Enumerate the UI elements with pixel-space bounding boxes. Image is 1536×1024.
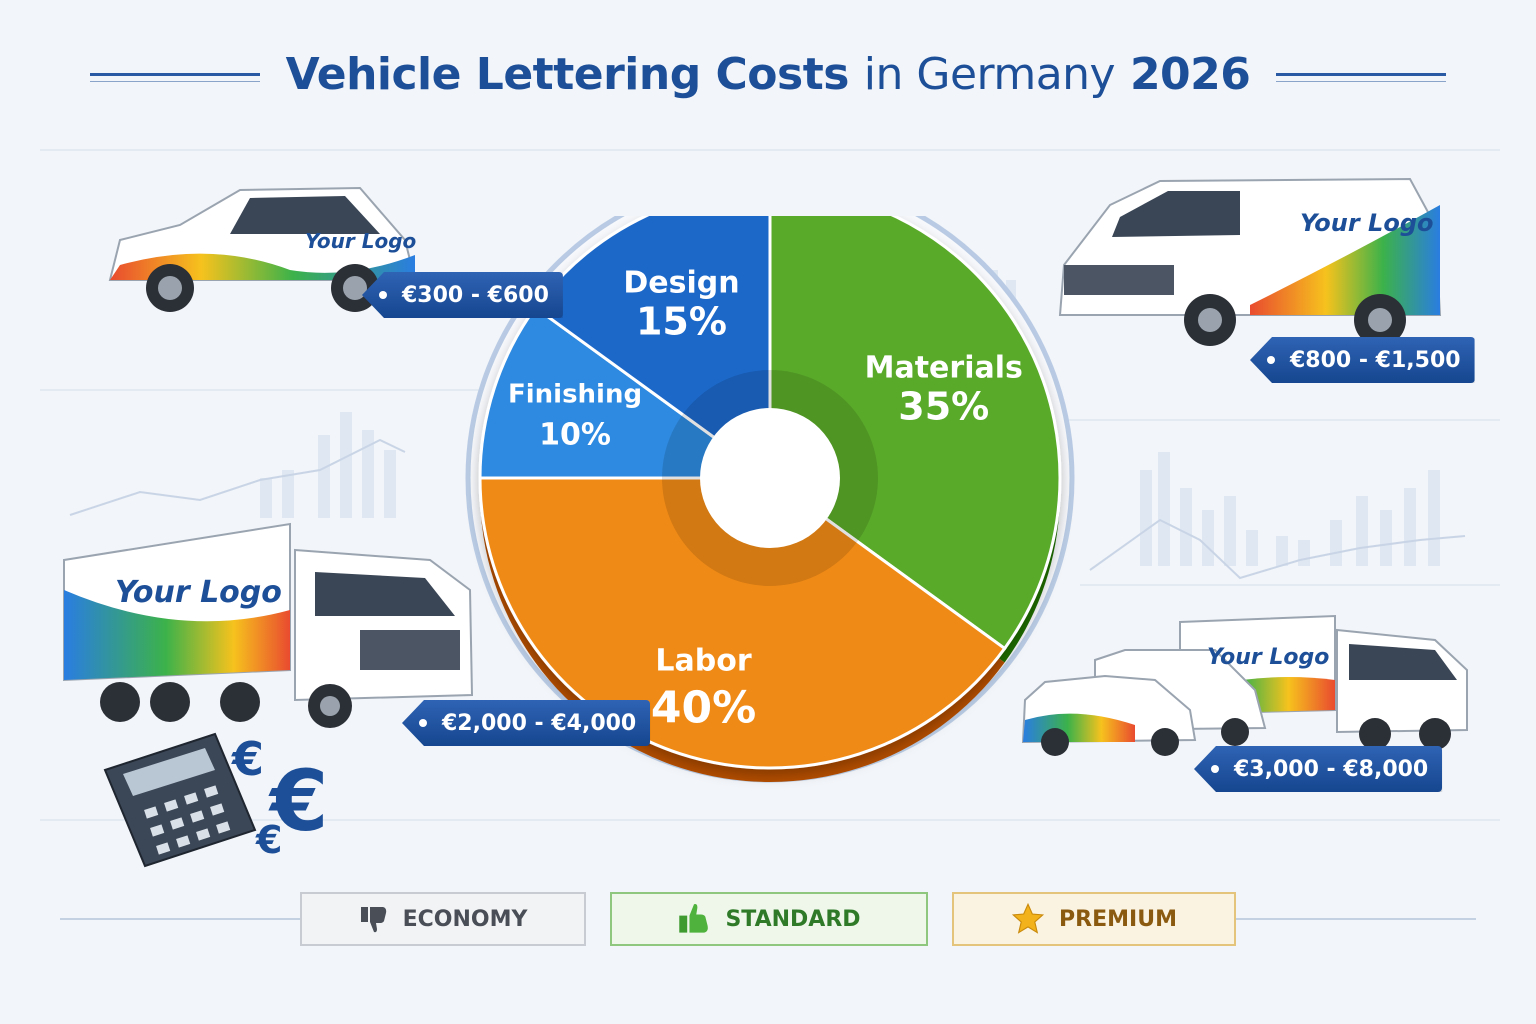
van-logo-text: Your Logo	[1300, 209, 1434, 237]
pie-center-hole	[700, 408, 840, 548]
tag-hole	[1211, 765, 1219, 773]
star-icon	[1011, 902, 1045, 934]
truck-price: €2,000 - €4,000	[442, 710, 637, 736]
pie-value-finishing: 10%	[539, 418, 611, 453]
pie-label-finishing: Finishing	[508, 380, 642, 410]
car-price: €300 - €600	[402, 282, 549, 308]
pie-slices	[478, 216, 1062, 770]
pie-value-labor: 40%	[651, 682, 756, 733]
tier-economy-label: ECONOMY	[402, 906, 528, 932]
tier-rule-left	[60, 918, 300, 920]
title-bar: Vehicle Lettering Costs in Germany 2026	[0, 34, 1536, 114]
pie-slice-labor	[478, 476, 1007, 770]
tier-premium-label: PREMIUM	[1059, 906, 1177, 932]
fleet-illustration: Your Logo	[1021, 614, 1468, 756]
van-price-tag: €800 - €1,500	[1250, 337, 1475, 383]
tier-standard-label: STANDARD	[725, 906, 861, 932]
title-rule-left	[89, 72, 260, 82]
tier-premium: PREMIUM	[952, 892, 1236, 946]
tag-hole	[379, 291, 387, 299]
van-price: €800 - €1,500	[1290, 347, 1461, 373]
tier-economy: ECONOMY	[300, 892, 586, 946]
thumbs-down-icon	[360, 907, 386, 933]
fleet-logo-text: Your Logo	[1207, 645, 1329, 670]
tier-standard: STANDARD	[610, 892, 928, 946]
calculator-icon	[103, 732, 257, 868]
title-part-main: Vehicle Lettering Costs	[285, 48, 850, 100]
fleet-price: €3,000 - €8,000	[1234, 756, 1429, 782]
car-logo-text: Your Logo	[305, 229, 417, 253]
page-title: Vehicle Lettering Costs in Germany 2026	[286, 49, 1251, 100]
truck-logo-text: Your Logo	[115, 575, 282, 610]
fleet-price-tag: €3,000 - €8,000	[1194, 746, 1443, 792]
pie-value-materials: 35%	[898, 384, 989, 428]
pie-label-design: Design	[623, 265, 739, 300]
tier-rule-right	[1236, 918, 1476, 920]
tag-hole	[419, 719, 427, 727]
truck-price-tag: €2,000 - €4,000	[402, 700, 651, 746]
pie-label-materials: Materials	[865, 350, 1023, 385]
tag-hole	[1267, 356, 1275, 364]
thumbs-up-icon	[679, 904, 709, 933]
truck-illustration: Your Logo	[63, 522, 474, 728]
pie-label-labor: Labor	[655, 643, 751, 678]
euro-symbol-small: €	[232, 732, 265, 786]
van-illustration: Your Logo	[1058, 177, 1442, 346]
euro-symbol-tiny: €	[256, 818, 283, 862]
title-part-year: 2026	[1129, 48, 1251, 100]
car-illustration: Your Logo	[108, 186, 417, 312]
pie-value-design: 15%	[636, 299, 727, 343]
pie-slice-materials	[768, 216, 1062, 651]
title-part-country: in Germany	[863, 48, 1116, 100]
euro-symbol-large: €	[270, 752, 329, 850]
car-price-tag: €300 - €600	[362, 272, 563, 318]
title-rule-right	[1276, 72, 1447, 82]
